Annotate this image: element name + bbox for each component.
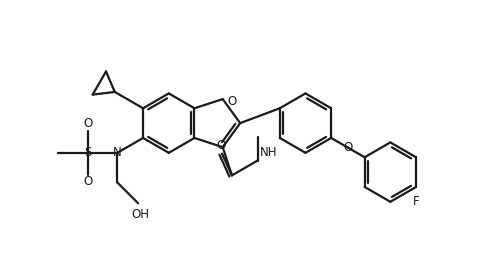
Text: F: F [413,195,419,208]
Text: O: O [216,139,226,152]
Text: N: N [113,146,122,159]
Text: O: O [343,141,352,154]
Text: O: O [83,117,92,130]
Text: O: O [227,95,237,107]
Text: S: S [84,146,91,159]
Text: OH: OH [131,208,149,221]
Text: NH: NH [260,146,277,159]
Text: O: O [83,176,92,188]
